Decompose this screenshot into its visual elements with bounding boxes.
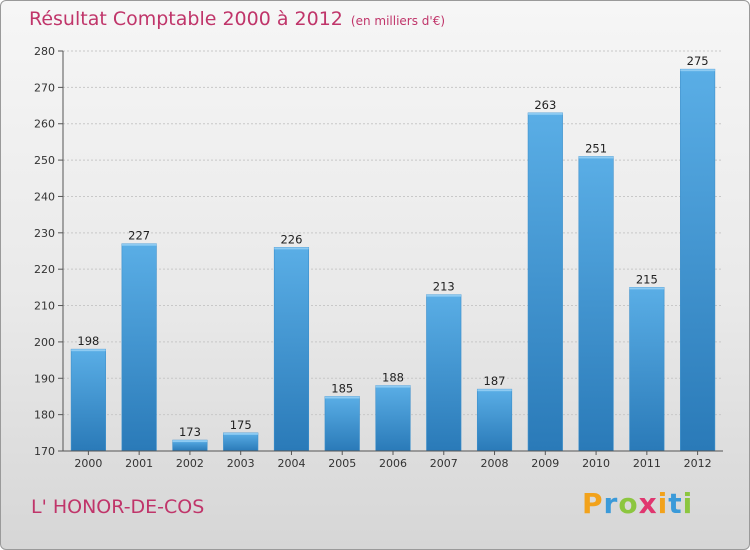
bar-highlight — [629, 287, 665, 290]
y-tick-label: 180 — [34, 409, 55, 422]
bar-2009 — [527, 112, 563, 452]
bar-highlight — [274, 247, 309, 250]
bar-2000 — [70, 348, 106, 452]
bar-2007 — [426, 294, 462, 452]
bar-2008 — [476, 388, 513, 452]
data-label: 213 — [433, 280, 455, 294]
chart-title: Résultat Comptable 2000 à 2012 (en millie… — [29, 8, 445, 30]
logo-letter: x — [638, 487, 658, 520]
logo-letter: i — [682, 487, 694, 520]
bar-highlight — [578, 156, 614, 159]
bar-2003 — [223, 432, 259, 452]
y-tick-label: 260 — [34, 118, 55, 131]
data-label: 188 — [382, 371, 404, 385]
data-label: 173 — [179, 425, 201, 439]
proxiti-logo: Proxiti — [582, 487, 693, 520]
x-tick-label: 2004 — [277, 457, 305, 470]
data-label: 198 — [77, 334, 99, 348]
y-tick-label: 200 — [34, 336, 55, 349]
bar-highlight — [324, 396, 360, 399]
bar-highlight — [121, 243, 157, 246]
logo-letter: t — [668, 487, 683, 520]
x-tick-label: 2007 — [430, 457, 458, 470]
bar-2001 — [121, 243, 157, 452]
bars — [70, 68, 716, 452]
logo-letter: o — [618, 487, 639, 520]
x-tick-label: 2000 — [74, 457, 102, 470]
bar-2006 — [375, 385, 411, 452]
x-tick-label: 2006 — [379, 457, 407, 470]
chart-title-main: Résultat Comptable 2000 à 2012 — [29, 8, 343, 30]
bar-highlight — [223, 432, 258, 435]
y-tick-label: 270 — [34, 81, 55, 94]
x-tick-label: 2001 — [125, 457, 153, 470]
x-tick-label: 2012 — [684, 457, 712, 470]
y-tick-label: 210 — [34, 300, 55, 313]
bar-highlight — [172, 440, 208, 443]
commune-name: L' HONOR-DE-COS — [31, 496, 205, 518]
bar-2010 — [578, 156, 614, 452]
y-tick-label: 240 — [34, 190, 55, 203]
logo-letter: i — [657, 487, 669, 520]
x-tick-label: 2011 — [633, 457, 661, 470]
x-tick-label: 2003 — [227, 457, 255, 470]
x-tick-label: 2008 — [481, 457, 509, 470]
y-tick-label: 230 — [34, 227, 55, 240]
data-label: 275 — [687, 54, 709, 68]
bar-2004 — [273, 247, 310, 452]
logo-letter: r — [603, 487, 619, 520]
x-tick-label: 2010 — [582, 457, 610, 470]
bar-2005 — [324, 396, 360, 452]
bar-highlight — [71, 349, 106, 352]
bar-2012 — [680, 68, 716, 452]
axes — [58, 50, 723, 455]
data-label: 187 — [484, 374, 506, 388]
data-label: 215 — [636, 272, 658, 286]
chart-title-unit: (en milliers d'€) — [350, 14, 446, 28]
bar-highlight — [528, 112, 563, 115]
data-label: 175 — [230, 418, 252, 432]
y-tick-label: 190 — [34, 372, 55, 385]
bar-highlight — [680, 69, 715, 72]
x-tick-label: 2002 — [176, 457, 204, 470]
bar-2011 — [629, 287, 665, 452]
y-tick-label: 170 — [34, 445, 55, 458]
logo-letter: P — [582, 487, 604, 520]
data-label: 226 — [280, 232, 302, 246]
labels: 170 180 190 200 210 220 230 240 250 260 270 280 198 2… — [34, 45, 712, 470]
x-tick-label: 2005 — [328, 457, 356, 470]
y-tick-label: 250 — [34, 154, 55, 167]
bar-highlight — [477, 389, 512, 392]
data-label: 263 — [534, 98, 556, 112]
data-label: 185 — [331, 381, 353, 395]
data-label: 227 — [128, 229, 150, 243]
data-label: 251 — [585, 141, 607, 155]
y-tick-label: 220 — [34, 263, 55, 276]
bar-highlight — [426, 294, 462, 297]
x-tick-label: 2009 — [531, 457, 559, 470]
bar-highlight — [375, 385, 411, 388]
y-tick-label: 280 — [34, 45, 55, 58]
